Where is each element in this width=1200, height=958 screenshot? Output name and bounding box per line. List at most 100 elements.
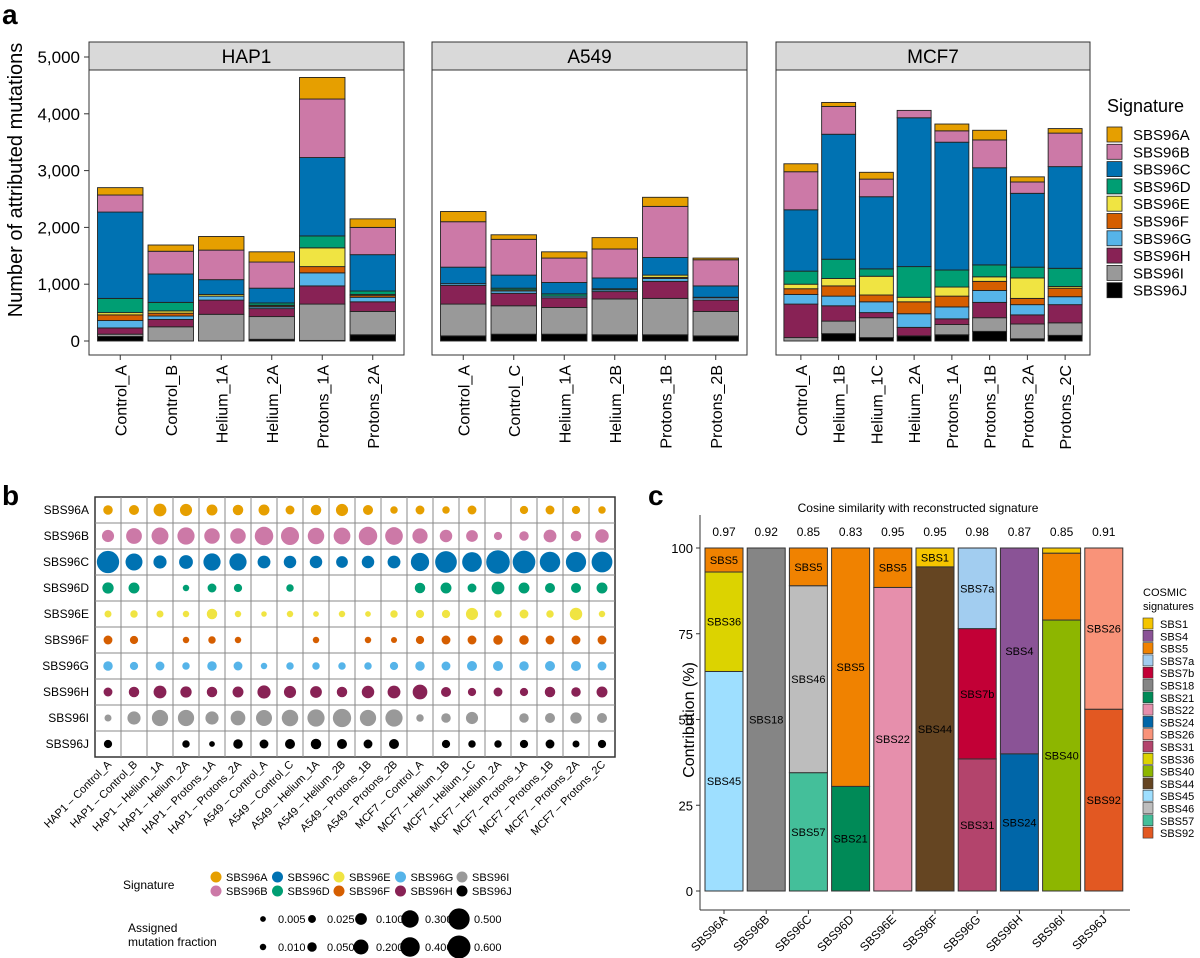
bar-segment-sbs5: [873, 547, 913, 588]
legend-swatch-sbs96h: [1106, 247, 1123, 264]
panel-label-b: b: [2, 480, 19, 511]
bar-segment-sbs96i: [1009, 323, 1045, 340]
bubble-sbs96c: [257, 555, 271, 569]
bar-segment-sbs5: [1042, 552, 1082, 621]
legend-swatch-sbs96g: [1106, 230, 1123, 247]
size-legend-label: 0.025: [327, 914, 355, 926]
legend-swatch-sbs4: [1142, 629, 1154, 642]
bubble-sbs96b: [333, 527, 351, 545]
panel-b-bubble-grid: SBS96A SBS96B SBS96C SBS96D SBS96E SBS96F SBS9…: [42, 496, 616, 958]
bubble-sbs96h: [467, 687, 477, 697]
bubble-sbs96a: [206, 504, 218, 516]
panel-c-y-tick-label: 75: [679, 627, 693, 642]
bar-segment-sbs96d: [934, 269, 970, 288]
bar-segment-sbs96h: [147, 318, 194, 328]
bubble-sbs96i: [281, 709, 299, 727]
x-tick-label: Helium_1C: [869, 365, 886, 444]
legend-label-sbs96b: SBS96B: [226, 886, 268, 898]
x-tick-label: Helium_2B: [608, 365, 625, 443]
bubble-sbs96d: [491, 581, 505, 595]
bar-segment-sbs96h: [541, 297, 588, 308]
bar-segment-label: SBS40: [1044, 751, 1078, 763]
bar-segment-sbs96b: [1009, 181, 1045, 194]
bar-segment-sbs96c: [490, 274, 537, 289]
legend-swatch-sbs96b: [1106, 143, 1123, 160]
bubble-sbs96j: [209, 741, 215, 747]
legend-label-sbs96e: SBS96E: [349, 872, 391, 884]
cosine-similarity-label: 0.85: [797, 525, 821, 539]
x-tick-label: SBS96I: [1029, 912, 1068, 951]
bar-segment-sbs96a: [642, 196, 689, 207]
bubble-sbs96d: [518, 582, 530, 594]
bar-segment-sbs96g: [198, 295, 245, 301]
size-legend-dot: [307, 942, 317, 952]
legend-swatch-sbs22: [1142, 703, 1154, 716]
bar-segment-sbs96i: [147, 326, 194, 342]
size-legend-label: 0.600: [474, 942, 502, 954]
bar-segment-sbs96a: [490, 234, 537, 240]
bubble-sbs96i: [465, 711, 479, 725]
bar-segment-sbs96b: [490, 238, 537, 276]
legend-swatch-sbs26: [1142, 728, 1154, 741]
bubble-sbs96d: [570, 582, 582, 594]
bubble-sbs96f: [467, 635, 477, 645]
bar-segment-sbs96g: [97, 320, 144, 329]
panel-b-grid: [94, 496, 616, 758]
bar-segment-label: SBS24: [1002, 817, 1036, 829]
cosine-similarity-label: 0.92: [755, 525, 779, 539]
panel-c-y-tick-label: 25: [679, 798, 693, 813]
bubble-sbs96i: [332, 708, 352, 728]
legend-label-sbs92: SBS92: [1160, 828, 1194, 840]
panel-a-y-tick-label: 2,000: [37, 218, 80, 237]
bar-segment-sbs96f: [896, 301, 932, 315]
legend-label-sbs24: SBS24: [1160, 717, 1194, 729]
bar-segment-label: SBS36: [707, 617, 741, 629]
bubble-sbs96a: [545, 505, 555, 515]
bar-segment-sbs96j: [642, 334, 689, 342]
bubble-sbs96i: [385, 709, 403, 727]
bubble-sbs96f: [364, 636, 372, 644]
bar-segment-sbs96a: [821, 101, 857, 107]
panel-label-c: c: [648, 480, 664, 511]
bubble-sbs96h: [206, 686, 218, 698]
bubble-sbs96i: [544, 712, 556, 724]
bubble-sbs96d: [207, 583, 217, 593]
bar-segment-sbs96i: [349, 311, 396, 336]
bar-segment-sbs96h: [692, 299, 739, 312]
bar-segment-sbs96g: [896, 313, 932, 328]
bar-segment-sbs96d: [972, 264, 1008, 278]
bar-segment-sbs96a: [783, 163, 819, 173]
bubble-sbs96g: [233, 661, 243, 671]
bubble-sbs96a: [258, 504, 270, 516]
bar-segment-sbs96g: [299, 272, 346, 287]
facet-hap1: HAP1 Control_A Control_B Helium_1A Helium_2A…: [88, 41, 405, 449]
legend-label-sbs96a: SBS96A: [1133, 127, 1190, 144]
bubble-sbs96b: [280, 526, 300, 546]
bubble-sbs96a: [128, 504, 140, 516]
bar-segment-sbs96b: [299, 98, 346, 158]
bar-segment-sbs96f: [783, 288, 819, 295]
bubble-sbs96h: [103, 687, 113, 697]
panel-b-signature-legend-title: Signature: [123, 878, 175, 892]
bubble-sbs96e: [415, 609, 425, 619]
bubble-sbs96j: [441, 739, 451, 749]
bubble-sbs96e: [365, 611, 371, 617]
bar-segment-sbs96h: [349, 301, 396, 312]
bar-segment-sbs96i: [783, 337, 819, 342]
bubble-sbs96d: [233, 583, 243, 593]
panel-c-x-axis: SBS96A SBS96B SBS96C SBS96D SBS96E SBS96F SBS9…: [688, 909, 1130, 955]
bar-segment-label: SBS31: [960, 820, 994, 832]
bar-segment-sbs96b: [692, 259, 739, 287]
bubble-sbs96h: [283, 685, 297, 699]
legend-swatch-sbs24: [1142, 716, 1154, 728]
bar-segment-sbs96i: [299, 303, 346, 341]
row-label-sbs96b: SBS96B: [44, 529, 89, 543]
bubble-sbs96i: [230, 710, 246, 726]
x-tick-label: Protons_2B: [709, 365, 726, 449]
row-label-sbs96d: SBS96D: [43, 581, 89, 595]
x-tick-label: Protons_1B: [658, 365, 675, 449]
bubble-sbs96h: [493, 687, 503, 697]
bar-segment-sbs96g: [972, 289, 1008, 303]
bar-segment-sbs96e: [299, 247, 346, 268]
